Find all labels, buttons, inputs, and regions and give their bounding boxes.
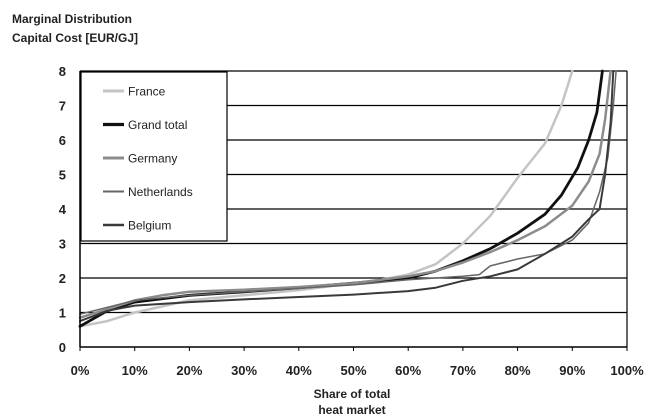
x-tick-label: 100% [610,363,644,378]
y-tick-label: 1 [59,306,66,321]
y-tick-label: 6 [59,133,66,148]
y-tick-label: 4 [59,202,67,217]
legend: France Grand total Germany Netherlands Belgi… [80,71,228,242]
legend-label: Belgium [128,219,171,233]
x-tick-label: 30% [231,363,257,378]
x-axis-title-line-1: Share of total [314,387,391,401]
y-tick-label: 2 [59,271,66,286]
y-tick-label: 0 [59,340,66,355]
y-tick-label: 7 [59,99,66,114]
legend-label: Netherlands [128,185,193,199]
x-tick-label: 80% [505,363,531,378]
x-tick-label: 70% [450,363,476,378]
series-line [79,70,617,315]
series-line [78,69,612,319]
x-tick-label: 90% [559,363,585,378]
legend-label: Grand total [128,118,187,132]
y-axis-title-line-1: Marginal Distribution [12,12,132,26]
series-line [79,70,615,323]
legend-label: France [128,85,166,99]
y-tick-label: 8 [59,64,66,79]
series-lines [78,69,617,328]
x-axis-title-line-2: heat market [318,403,385,417]
y-axis-title-line-2: Capital Cost [EUR/GJ] [12,31,138,45]
x-tick-label: 50% [340,363,366,378]
x-tick-label: 40% [286,363,312,378]
y-tick-label: 5 [59,168,66,183]
x-tick-label: 20% [176,363,202,378]
x-tick-label: 10% [122,363,148,378]
x-tick-label: 60% [395,363,421,378]
legend-label: Germany [128,152,177,166]
x-tick-label: 0% [71,363,90,378]
y-tick-label: 3 [59,237,66,252]
